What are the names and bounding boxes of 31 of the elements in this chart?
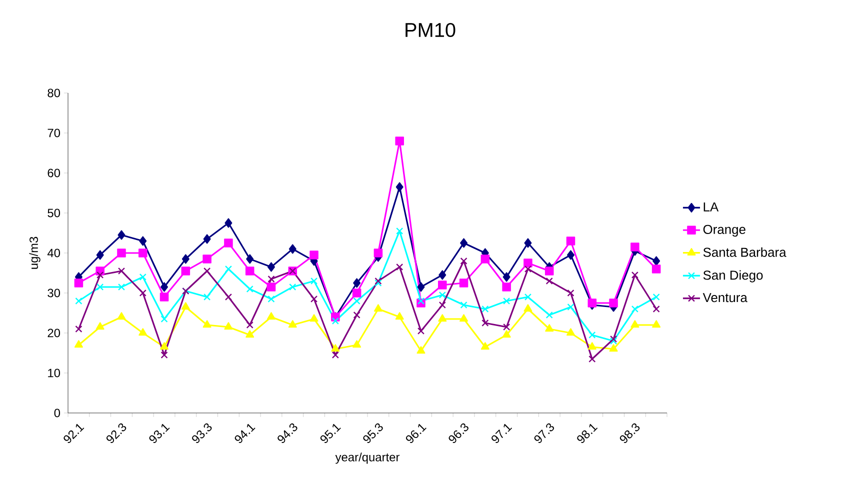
x-tick-label: 97.1	[492, 424, 512, 444]
chart-title: PM10	[406, 22, 456, 38]
x-tick-label: 93.3	[192, 423, 212, 444]
y-tick-label: 20	[48, 328, 60, 338]
x-tick-label: 93.1	[149, 424, 170, 444]
x-tick-label: 96.1	[406, 424, 426, 444]
legend-label: Santa Barbara	[703, 247, 786, 257]
x-tick-label: 92.3	[106, 423, 126, 444]
y-axis-title: ug/m3	[29, 236, 40, 269]
legend-label: Orange	[703, 224, 746, 237]
y-tick-label: 60	[48, 168, 60, 178]
y-tick-label: 30	[48, 288, 60, 298]
x-axis-title: year/quarter	[335, 452, 400, 464]
x-tick-label: 95.3	[363, 423, 383, 444]
y-tick-label: 50	[48, 208, 60, 218]
x-tick-label: 94.3	[278, 423, 298, 444]
y-tick-label: 0	[54, 408, 60, 418]
legend-label: Ventura	[702, 293, 748, 302]
y-tick-label: 70	[48, 128, 60, 138]
x-tick-label: 92.1	[64, 424, 84, 444]
x-tick-label: 94.1	[234, 424, 256, 444]
x-tick-label: 97.3	[534, 423, 554, 444]
y-tick-label: 80	[48, 88, 60, 98]
x-tick-label: 98.1	[577, 424, 598, 444]
x-tick-label: 98.3	[620, 423, 640, 444]
legend-label: San Diego	[703, 270, 763, 282]
x-tick-label: 96.3	[448, 423, 468, 444]
y-tick-label: 40	[47, 248, 60, 258]
legend-label: LA	[704, 202, 719, 212]
y-tick-label: 10	[48, 368, 60, 378]
x-tick-label: 95.1	[320, 424, 341, 444]
